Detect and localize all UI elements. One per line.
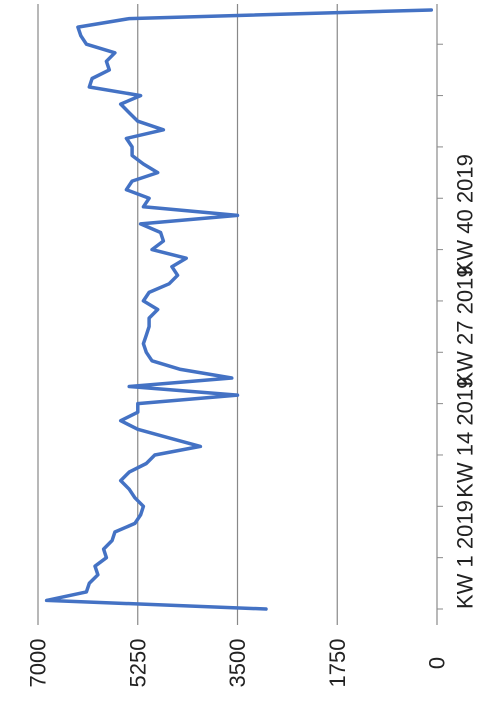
x-tick-label: KW 1 2019 [453, 500, 478, 609]
y-tick-label: 7000 [26, 639, 51, 688]
y-tick-label: 0 [425, 657, 450, 669]
x-tick-label: KW 27 2019 [453, 265, 478, 386]
series-layer [44, 8, 434, 611]
gridlines [37, 4, 338, 625]
x-tick-label: KW 14 2019 [453, 377, 478, 498]
y-tick-label: 1750 [325, 639, 350, 688]
axes [436, 4, 443, 625]
y-tick-labels: 0 1750 3500 5250 7000 [26, 639, 450, 688]
y-tick-label: 3500 [225, 639, 250, 688]
y-tick-label: 5250 [125, 639, 150, 688]
x-tick-label: KW 40 2019 [453, 154, 478, 275]
series-line [44, 8, 434, 611]
